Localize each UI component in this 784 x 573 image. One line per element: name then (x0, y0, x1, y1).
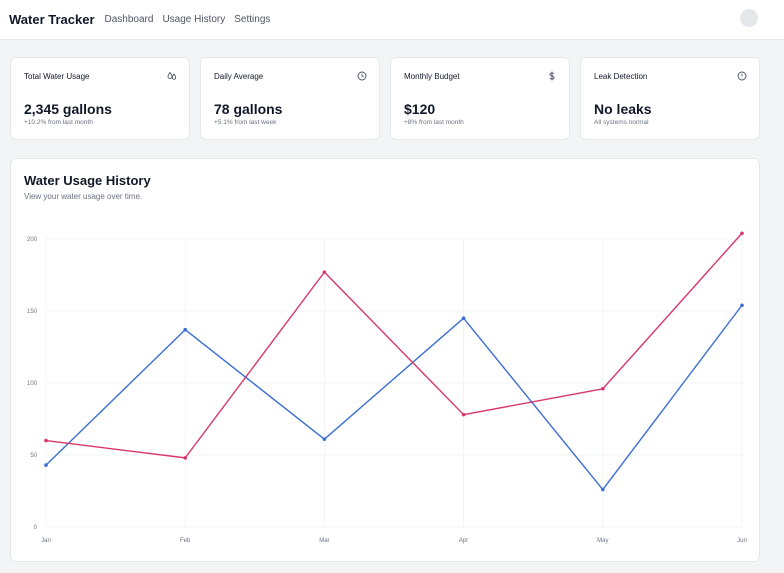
stat-subtext: +10.2% from last month (24, 119, 93, 126)
data-point (461, 316, 466, 320)
chart-subtitle: View your water usage over time. (24, 192, 143, 201)
data-point (322, 437, 327, 441)
data-point (44, 463, 48, 467)
app-brand[interactable]: Water Tracker (9, 12, 95, 27)
usage-history-card: 0 50 100 150 200 Jan Feb Mar Apr May Jun Water Usa… (10, 158, 760, 562)
data-point (740, 231, 744, 236)
stat-card-total-usage: Total Water Usage 2,345 gallons +10.2% f… (10, 57, 190, 140)
x-tick-label: Jun (737, 538, 747, 544)
stat-subtext: +8% from last month (404, 119, 464, 126)
data-point (183, 327, 187, 332)
series-line-1 (45, 232, 743, 459)
stat-title: Leak Detection (594, 72, 648, 81)
y-tick-label: 150 (27, 309, 38, 315)
y-tick-label: 0 (34, 525, 38, 531)
nav-dashboard[interactable]: Dashboard (104, 14, 154, 25)
data-point (601, 386, 605, 391)
chart-title: Water Usage History (24, 173, 151, 188)
stat-card-daily-average: Daily Average 78 gallons +5.1% from last… (200, 57, 380, 140)
stat-value: 78 gallons (214, 101, 283, 117)
stat-card-monthly-budget: Monthly Budget $120 +8% from last month (390, 57, 570, 140)
x-tick-label: Jan (41, 538, 51, 544)
avatar[interactable] (740, 9, 758, 27)
stat-value: 2,345 gallons (24, 101, 112, 117)
stat-title: Total Water Usage (24, 72, 90, 81)
usage-history-chart: 0 50 100 150 200 Jan Feb Mar Apr May Jun (27, 231, 747, 544)
x-tick-label: Feb (180, 538, 191, 544)
x-tick-label: Apr (459, 538, 468, 544)
clock-icon (357, 71, 367, 81)
y-tick-label: 50 (30, 453, 37, 459)
droplets-icon (167, 71, 177, 81)
stat-title: Monthly Budget (404, 72, 460, 81)
top-bar: Water Tracker Dashboard Usage History Se… (0, 0, 784, 40)
stat-title: Daily Average (214, 72, 264, 81)
data-point (183, 456, 187, 460)
y-tick-label: 200 (27, 237, 38, 243)
x-tick-label: Mar (319, 538, 329, 544)
series-line-0 (45, 304, 743, 491)
stat-subtext: All systems normal (594, 119, 649, 126)
data-point (461, 412, 466, 417)
data-point (322, 270, 327, 274)
nav-usage-history[interactable]: Usage History (162, 14, 226, 25)
alert-circle-icon (737, 71, 747, 81)
data-point (601, 487, 605, 492)
y-tick-label: 100 (27, 381, 38, 387)
nav-settings[interactable]: Settings (234, 14, 271, 25)
data-point (740, 303, 744, 308)
stat-card-leak-detection: Leak Detection No leaks All systems norm… (580, 57, 760, 140)
stat-value: No leaks (594, 101, 652, 117)
x-tick-label: May (597, 538, 608, 544)
data-point (44, 438, 48, 443)
dollar-icon (547, 71, 557, 81)
stat-value: $120 (404, 101, 436, 117)
stat-subtext: +5.1% from last week (214, 119, 277, 126)
